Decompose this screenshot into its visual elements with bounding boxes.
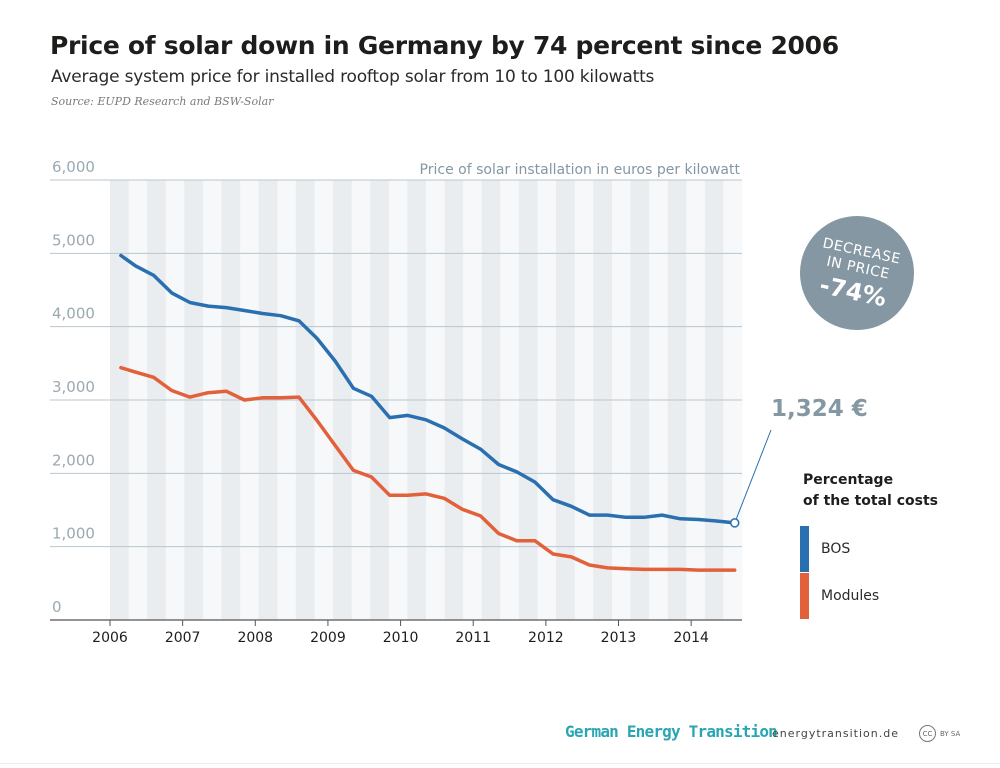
y-tick-label: 0 [52,598,62,616]
endpoint-marker [729,518,740,528]
gridlines [50,179,742,548]
website-url: energytransition.de [772,727,899,740]
y-axis-label: Price of solar installation in euros per… [420,162,741,178]
background-bands [110,180,743,620]
legend-title-line1: Percentage [803,472,894,488]
y-tick-label: 2,000 [52,451,95,469]
bottom-rule [0,763,1000,764]
legend-title: Percentage of the total costs [803,470,938,512]
y-tick-label: 1,000 [52,525,95,543]
x-axis: 2006 2007 2008 2009 2010 2011 2012 2013 2014 [50,619,742,646]
y-tick-label: 3,000 [52,378,95,396]
x-tick-label: 2012 [528,630,564,646]
legend-title-line2: of the total costs [803,493,939,509]
brand-logo: German Energy Transition [565,722,778,741]
callout-line [734,429,772,524]
legend-label-bos: BOS [821,541,851,557]
legend-item-modules: Modules [800,573,879,619]
chart-subtitle: Average system price for installed rooft… [51,67,655,87]
cc-icon: CC [919,725,936,742]
x-tick-label: 2008 [237,630,273,646]
y-tick-label: 5,000 [52,231,95,249]
series-line-modules [119,365,737,572]
x-tick-label: 2010 [383,630,419,646]
source-note: Source: EUPD Research and BSW-Solar [51,95,274,108]
legend-swatch-modules [800,573,809,619]
y-axis-ticks: 0 1,000 2,000 3,000 4,000 5,000 6,000 [52,158,95,616]
end-value-label: 1,324 € [771,396,868,422]
legend-swatch-bos [800,526,809,572]
license-text: BY SA [940,729,961,738]
series-lines [119,253,737,572]
y-tick-label: 6,000 [52,158,95,176]
x-tick-label: 2006 [92,630,128,646]
x-tick-label: 2009 [310,630,346,646]
x-tick-label: 2007 [165,630,201,646]
chart-title: Price of solar down in Germany by 74 per… [50,31,839,60]
y-tick-label: 4,000 [52,305,95,323]
legend-item-bos: BOS [800,526,850,572]
legend-label-modules: Modules [821,588,880,604]
series-line-bos [119,253,737,525]
x-tick-label: 2013 [601,630,637,646]
x-tick-label: 2011 [455,630,491,646]
x-tick-label: 2014 [673,630,709,646]
license-mark: CC BY SA [919,725,960,742]
